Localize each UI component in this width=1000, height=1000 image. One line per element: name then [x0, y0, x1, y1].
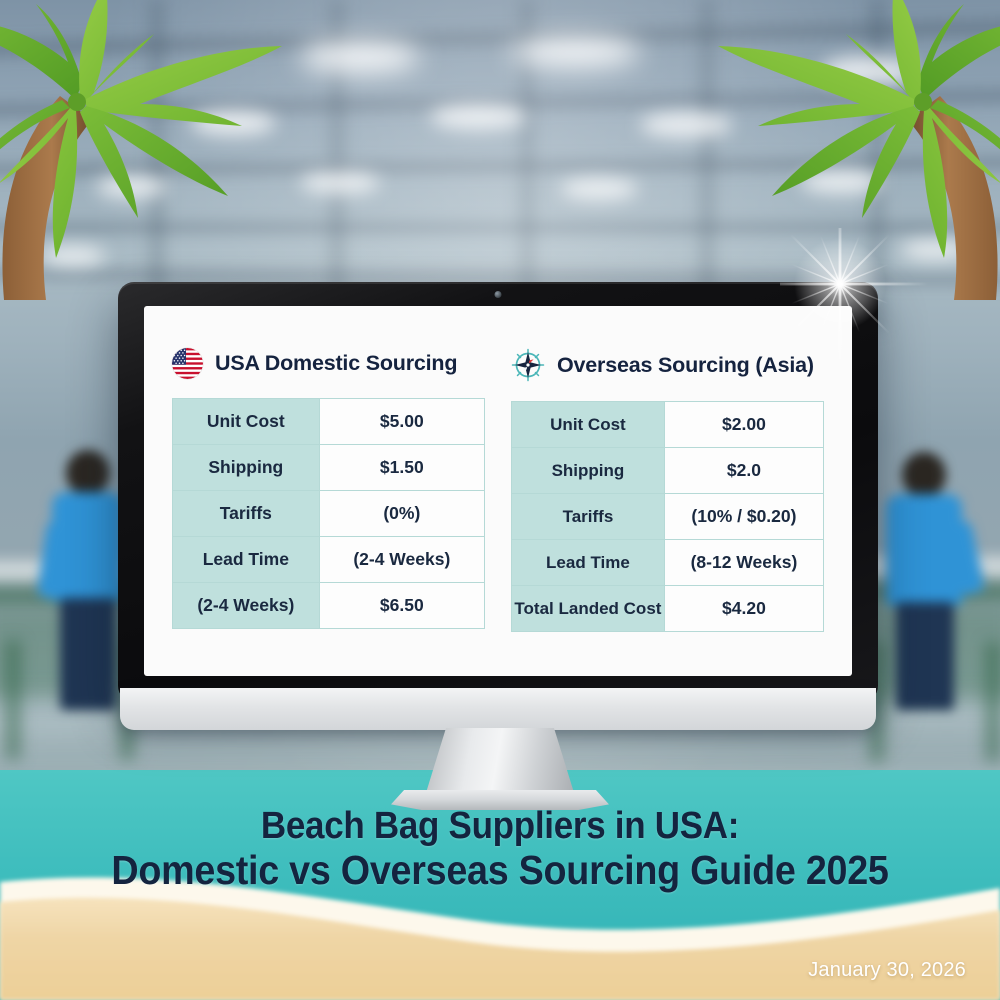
palm-fronds [718, 0, 1000, 258]
pane-usa-domestic-sourcing: USA Domestic Sourcing Unit Cost $5.00 Sh… [172, 348, 486, 632]
sand [0, 897, 1000, 1000]
palm-fronds [0, 0, 282, 258]
ceiling-light [900, 240, 970, 260]
ceiling-truss-vertical [700, 0, 714, 330]
pane-overseas-sourcing: Overseas Sourcing (Asia) Unit Cost $2.00… [511, 348, 825, 632]
row-label: Tariffs [172, 490, 320, 537]
row-label: (2-4 Weeks) [172, 582, 320, 629]
monitor-screen: USA Domestic Sourcing Unit Cost $5.00 Sh… [144, 306, 852, 676]
row-label: Shipping [172, 444, 320, 491]
ceiling-truss-vertical [330, 0, 344, 330]
headline-line-1: Beach Bag Suppliers in USA: [260, 805, 740, 847]
usa-flag-icon [172, 348, 203, 379]
pane-title: USA Domestic Sourcing [215, 351, 458, 375]
table-row: Lead Time (8-12 Weeks) [511, 539, 825, 586]
ceiling-truss [0, 222, 1000, 233]
row-value: $5.00 [318, 398, 486, 445]
table-row: Total Landed Cost $4.20 [511, 585, 825, 632]
pane-title: Overseas Sourcing (Asia) [557, 352, 814, 377]
monitor-chin [120, 688, 876, 730]
row-label: Tariffs [511, 493, 665, 540]
ceiling-light [430, 104, 526, 130]
row-label: Unit Cost [172, 398, 320, 445]
ceiling-light [300, 40, 420, 74]
publish-date: January 30, 2026 [808, 959, 966, 981]
webcam-icon [494, 291, 502, 298]
monitor-stand-neck [425, 728, 575, 796]
bench-leg [986, 642, 1000, 762]
headline-line-2: Domestic vs Overseas Sourcing Guide 2025 [111, 846, 889, 893]
palm-tree-left [0, 0, 384, 300]
row-value: $2.0 [663, 447, 825, 494]
row-label: Unit Cost [511, 401, 665, 448]
row-value: (10% / $0.20) [663, 493, 825, 540]
beach-foreground [0, 770, 1000, 1000]
table-row: (2-4 Weeks) $6.50 [172, 582, 486, 629]
factory-worker [868, 452, 988, 710]
row-label: Lead Time [172, 536, 320, 583]
comparison-panes: USA Domestic Sourcing Unit Cost $5.00 Sh… [144, 306, 852, 632]
ceiling-light [510, 36, 640, 68]
table-row: Unit Cost $5.00 [172, 398, 486, 445]
compass-icon [511, 348, 545, 382]
row-value: (8-12 Weeks) [663, 539, 825, 586]
table-row: Shipping $2.0 [511, 447, 825, 494]
row-value: (0%) [318, 490, 486, 537]
row-label: Total Landed Cost [511, 585, 665, 632]
table-row: Shipping $1.50 [172, 444, 486, 491]
row-value: $4.20 [663, 585, 825, 632]
table-row: Tariffs (10% / $0.20) [511, 493, 825, 540]
monitor-device: USA Domestic Sourcing Unit Cost $5.00 Sh… [118, 282, 878, 702]
row-value: (2-4 Weeks) [318, 536, 486, 583]
row-value: $6.50 [318, 582, 486, 629]
pane-header: Overseas Sourcing (Asia) [511, 348, 824, 382]
ceiling-light [560, 178, 638, 200]
table-row: Lead Time (2-4 Weeks) [172, 536, 486, 583]
pane-header: USA Domestic Sourcing [172, 348, 485, 379]
factory-worker [36, 450, 146, 710]
table-row: Unit Cost $2.00 [511, 401, 825, 448]
monitor-stand-base [391, 790, 609, 810]
table-row: Tariffs (0%) [172, 490, 486, 537]
row-value: $1.50 [318, 444, 486, 491]
overseas-sourcing-table: Unit Cost $2.00 Shipping $2.0 Tariffs (1… [511, 401, 825, 632]
palm-tree-right [616, 0, 1000, 300]
headline: Beach Bag Suppliers in USA: Domestic vs … [0, 805, 1000, 893]
ceiling-light [300, 172, 380, 194]
bench-leg [6, 640, 20, 760]
ceiling-light [640, 112, 732, 138]
row-value: $2.00 [663, 401, 825, 448]
row-label: Shipping [511, 447, 665, 494]
ceiling-truss-vertical [520, 0, 534, 330]
ceiling-light [96, 176, 168, 198]
usa-sourcing-table: Unit Cost $5.00 Shipping $1.50 Tariffs (… [172, 398, 486, 629]
row-label: Lead Time [511, 539, 665, 586]
